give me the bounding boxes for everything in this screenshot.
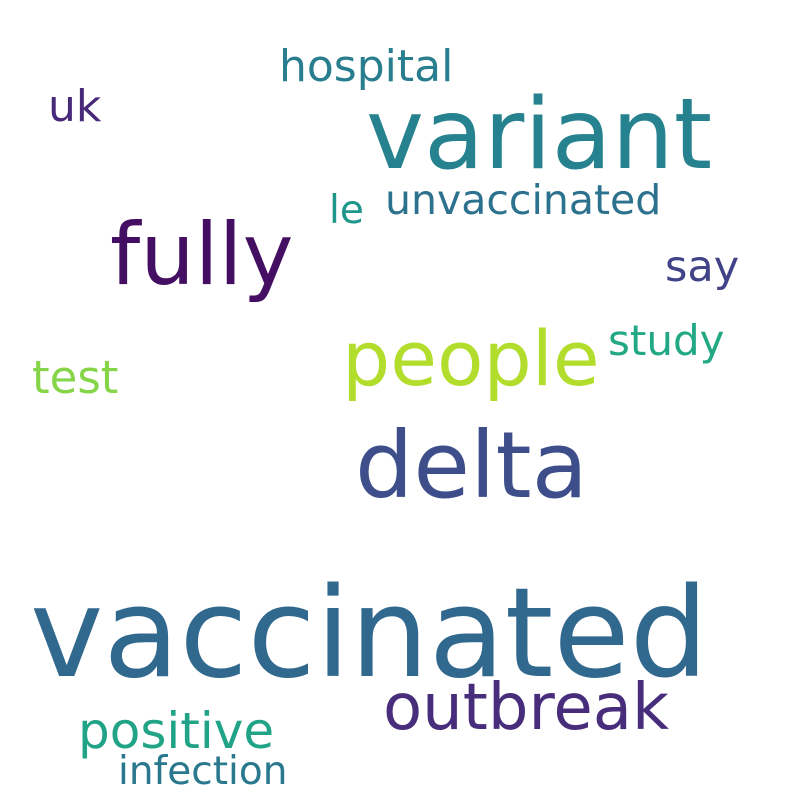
word-outbreak: outbreak	[383, 671, 669, 745]
word-delta: delta	[355, 412, 589, 519]
word-infection: infection	[118, 749, 288, 794]
word-unvaccinated: unvaccinated	[385, 176, 662, 224]
word-hospital: hospital	[279, 41, 454, 92]
word-uk: uk	[48, 81, 102, 132]
word-say: say	[665, 242, 740, 292]
word-study: study	[608, 316, 725, 365]
word-test: test	[32, 351, 119, 404]
word-le: le	[329, 188, 364, 233]
word-fully: fully	[110, 205, 294, 305]
word-variant: variant	[366, 78, 713, 192]
word-positive: positive	[78, 702, 275, 760]
word-people: people	[342, 314, 600, 403]
word-vaccinated: vaccinated	[30, 562, 709, 706]
